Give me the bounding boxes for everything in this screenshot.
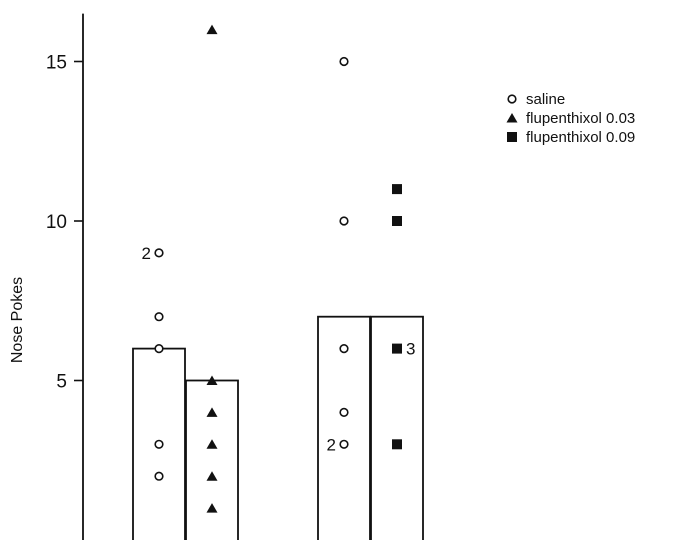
legend-marker [507,94,517,104]
data-point [339,216,349,226]
data-point [206,375,218,385]
point-count-label: 2 [327,435,336,454]
data-point [206,503,218,513]
data-point [154,439,164,449]
data-point [154,471,164,481]
point-count-label: 3 [406,340,415,359]
legend-label: flupenthixol 0.09 [526,129,635,146]
data-point [392,439,402,450]
legend-marker [506,113,518,123]
data-point [339,407,349,418]
bar [185,379,239,540]
y-tick-label: 10 [46,212,67,233]
data-point [206,24,218,35]
data-point [206,407,218,417]
y-axis: 5 10 15 Nose Pokes [9,13,84,540]
data-point [154,312,164,322]
data-point [206,471,218,481]
data-point [392,216,402,226]
data-point [339,56,349,67]
data-point [339,344,349,354]
y-tick-label: 5 [56,372,67,393]
bars [132,315,424,540]
bar [317,315,371,540]
data-points: 2 2 3 [142,24,415,513]
legend-label: saline [526,91,565,108]
data-point [206,439,218,449]
legend-marker [507,132,517,142]
legend-label: flupenthixol 0.03 [526,110,635,127]
data-point [392,184,402,195]
bar [370,315,424,540]
y-tick-label: 15 [46,53,67,74]
data-point [392,343,402,354]
data-point [154,344,164,354]
y-axis-title: Nose Pokes [9,277,26,363]
data-point [154,248,164,258]
legend: saline flupenthixol 0.03 flupenthixol 0.09 [506,91,635,146]
data-point [339,439,349,449]
point-count-label: 2 [142,244,151,263]
